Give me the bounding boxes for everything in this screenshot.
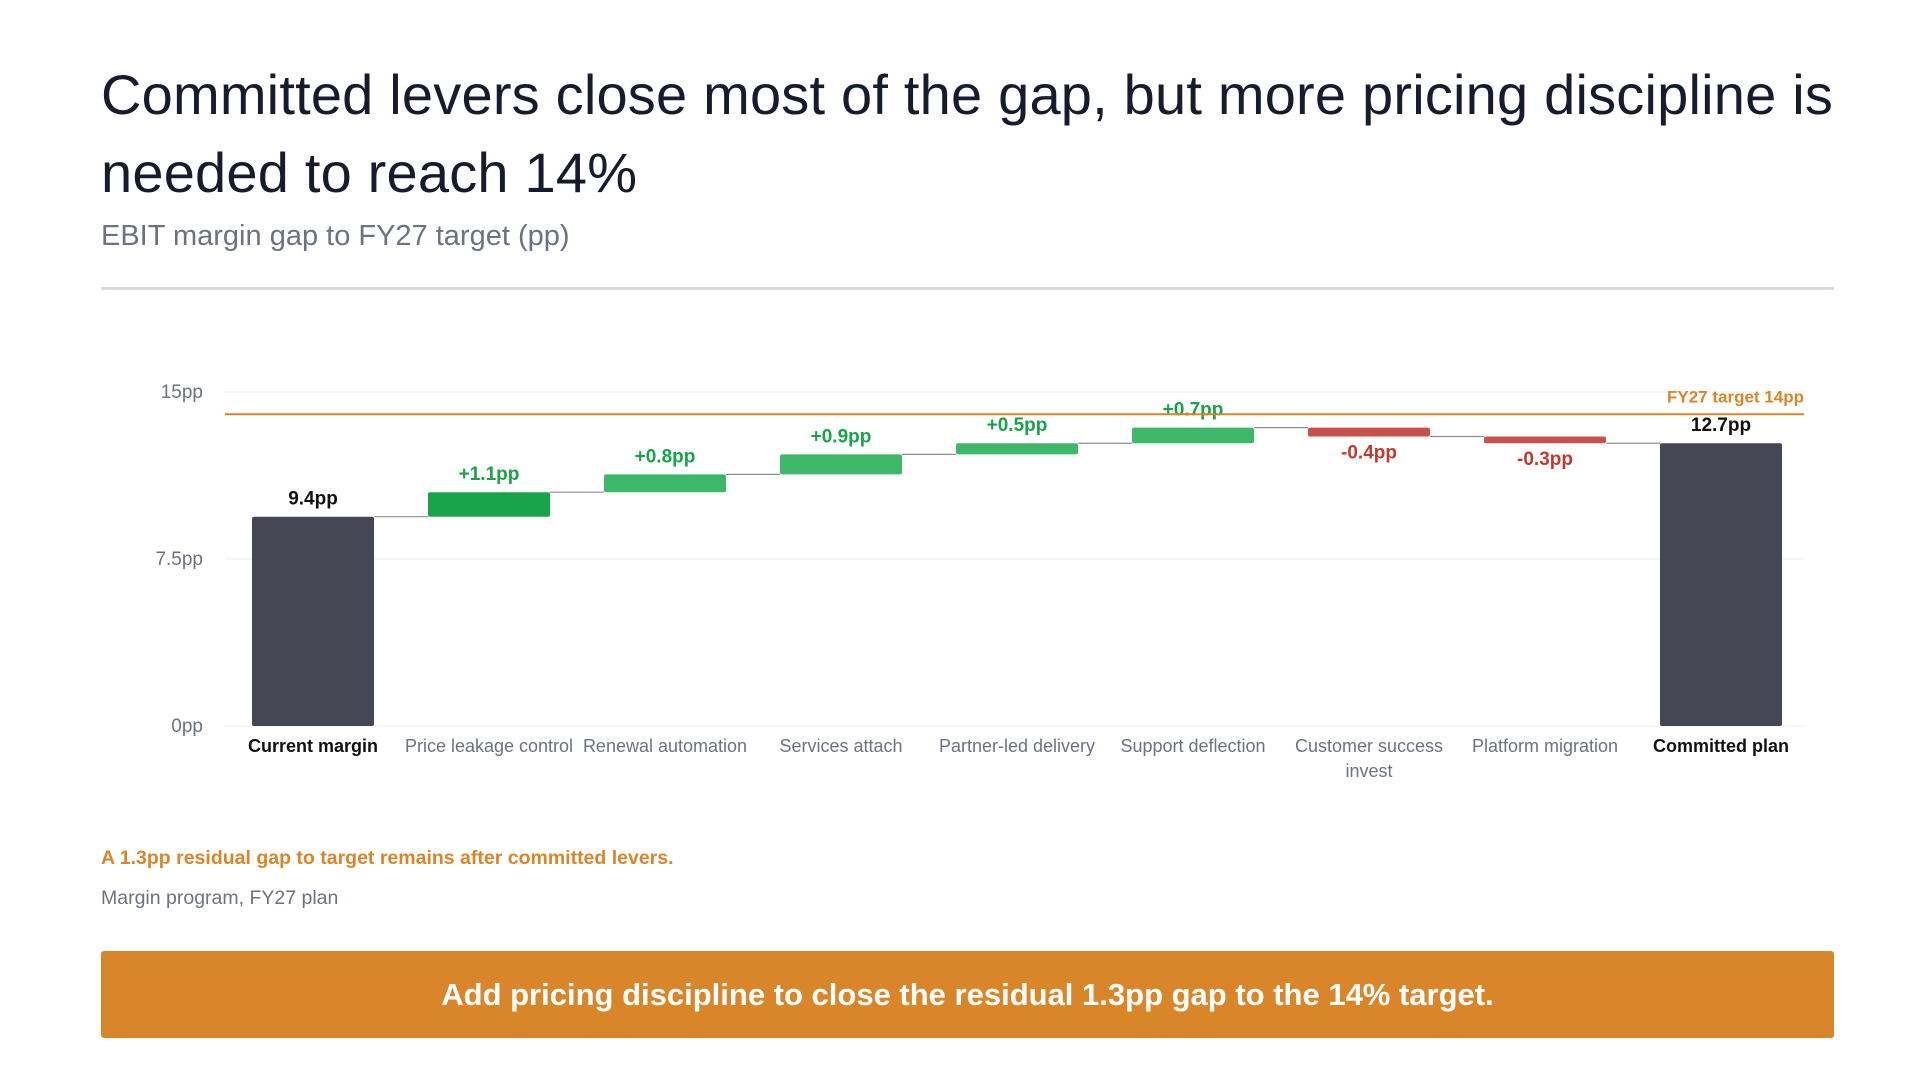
- source-note: Margin program, FY27 plan: [101, 887, 339, 909]
- x-category-label: Services attach: [779, 736, 902, 756]
- slide: Committed levers close most of the gap, …: [101, 0, 1834, 1080]
- increase-bar: [956, 443, 1078, 455]
- data-label: +0.7pp: [1163, 400, 1224, 421]
- data-label: +0.5pp: [987, 415, 1048, 436]
- data-label: -0.3pp: [1517, 449, 1573, 470]
- x-category-label: invest: [1345, 761, 1392, 781]
- data-label: +1.1pp: [459, 464, 520, 485]
- y-tick-label: 15pp: [161, 382, 203, 403]
- x-category-label: Partner-led delivery: [939, 736, 1095, 756]
- chart-subtitle: EBIT margin gap to FY27 target (pp): [101, 220, 570, 252]
- x-category-label: Platform migration: [1472, 736, 1618, 756]
- increase-bar: [1132, 427, 1254, 444]
- x-category-label: Support deflection: [1120, 736, 1265, 756]
- increase-bar: [604, 474, 726, 493]
- increase-bar: [428, 492, 550, 517]
- waterfall-chart: 0pp 7.5pp 15pp 9.4pp Current margin +1.1pp Pri…: [101, 360, 1834, 800]
- x-category-label: Price leakage control: [405, 736, 573, 756]
- y-tick-label: 7.5pp: [155, 549, 203, 570]
- recommendation-banner[interactable]: Add pricing discipline to close the resi…: [101, 951, 1834, 1038]
- data-label: +0.9pp: [811, 426, 872, 447]
- data-label: 12.7pp: [1691, 415, 1751, 436]
- increase-bar: [780, 454, 902, 475]
- x-category-label: Customer success: [1295, 736, 1443, 756]
- waterfall-chart-svg: 0pp 7.5pp 15pp 9.4pp Current margin +1.1pp Pri…: [155, 382, 1804, 781]
- data-label: 9.4pp: [288, 489, 338, 510]
- header-divider: [101, 287, 1834, 290]
- total-bar: [252, 516, 374, 726]
- y-tick-label: 0pp: [171, 716, 203, 737]
- data-label: -0.4pp: [1341, 443, 1397, 464]
- data-label: +0.8pp: [635, 446, 696, 467]
- x-category-label: Renewal automation: [583, 736, 747, 756]
- decrease-bar: [1308, 427, 1430, 437]
- page-title: Committed levers close most of the gap, …: [101, 63, 1834, 204]
- decrease-bar: [1484, 436, 1606, 444]
- target-label: FY27 target 14pp: [1667, 387, 1804, 406]
- x-category-label: Current margin: [248, 736, 378, 756]
- residual-gap-note: A 1.3pp residual gap to target remains a…: [101, 847, 674, 869]
- x-category-label: Committed plan: [1653, 736, 1789, 756]
- total-bar: [1660, 443, 1782, 726]
